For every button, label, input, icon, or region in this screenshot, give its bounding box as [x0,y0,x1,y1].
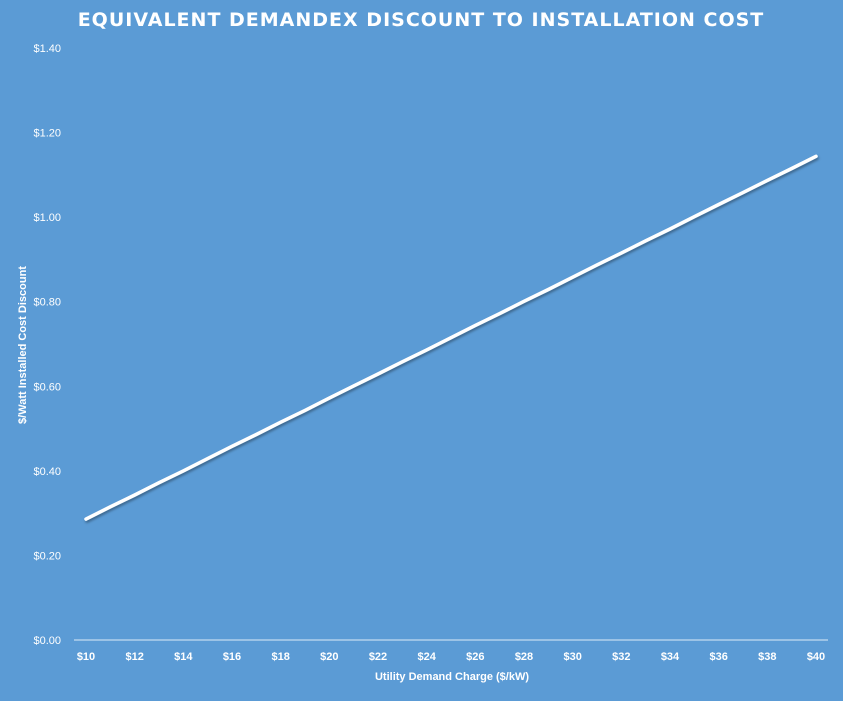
y-tick-label: $1.20 [33,128,61,140]
y-tick-label: $1.40 [33,43,61,55]
x-tick-label: $28 [515,651,533,663]
x-tick-label: $34 [661,651,680,663]
x-tick-label: $26 [466,651,484,663]
series-line [84,154,818,521]
y-tick-label: $0.40 [33,466,61,478]
x-tick-label: $18 [271,651,289,663]
drop-lines [85,156,817,640]
x-tick-label: $10 [77,651,95,663]
x-tick-label: $16 [223,651,241,663]
x-tick-label: $30 [563,651,581,663]
y-tick-label: $0.20 [33,550,61,562]
y-tick-label: $0.80 [33,297,61,309]
y-axis-ticks: $0.00 $0.20 $0.40 $0.60 $0.80 $1.00 $1.20 $1.40 [33,43,61,647]
x-tick-label: $40 [807,651,825,663]
x-tick-label: $36 [709,651,727,663]
y-axis-title: $/Watt Installed Cost Discount [17,266,29,424]
x-axis-title: Utility Demand Charge ($/kW) [375,671,529,683]
x-tick-label: $24 [417,651,436,663]
x-tick-label: $14 [174,651,193,663]
x-axis-ticks: $10 $12 $14 $16 $18 $20 $22 $24 $26 $28 $30 $32 $34 $… [77,651,825,663]
chart-title: EQUIVALENT DEMANDEX DISCOUNT TO INSTALLA… [78,9,765,31]
x-tick-label: $20 [320,651,338,663]
y-tick-label: $0.60 [33,381,61,393]
y-tick-label: $0.00 [33,635,61,647]
y-tick-label: $1.00 [33,212,61,224]
x-tick-label: $22 [369,651,387,663]
x-tick-label: $12 [125,651,143,663]
x-tick-label: $32 [612,651,630,663]
x-tick-label: $38 [758,651,776,663]
